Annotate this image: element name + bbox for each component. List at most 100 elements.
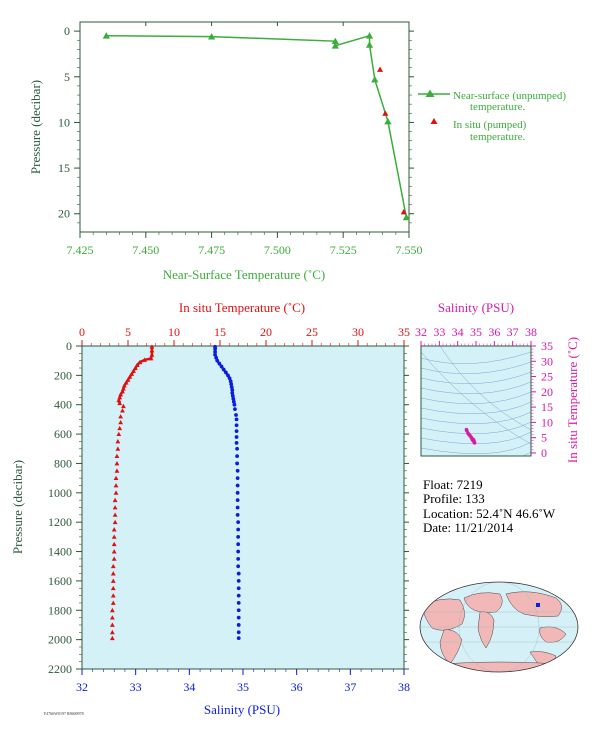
temperature-point (132, 365, 138, 370)
temperature-point (118, 419, 124, 425)
salinity-point (227, 376, 232, 381)
ts-temperature-tick-label: 5 (541, 431, 547, 445)
temperature-point (110, 563, 116, 569)
near-surface-y-tick-label: 5 (64, 70, 70, 84)
near-surface-x-tick-label: 7.500 (264, 243, 291, 257)
ts-salinity-tick-label: 37 (507, 325, 519, 339)
salinity-point (232, 402, 237, 407)
near-surface-y-tick-label: 10 (58, 115, 70, 129)
temperature-point (134, 362, 140, 368)
profile-temperature-tick-label: 20 (260, 325, 272, 339)
ts-salinity-tick-label: 33 (433, 325, 445, 339)
salinity-point (235, 446, 239, 451)
temperature-point (116, 431, 122, 437)
temperature-point (117, 394, 123, 400)
temperature-point (111, 534, 117, 539)
salinity-point (231, 399, 236, 404)
map-grid (420, 582, 578, 672)
ts-temperature-tick-label: 0 (541, 446, 547, 460)
temperature-point (120, 408, 125, 413)
ts-temperature-tick-label: 20 (541, 385, 553, 399)
date: Date: 11/21/2014 (423, 520, 514, 535)
salinity-point (234, 429, 239, 434)
near-surface-unpumped-point (365, 32, 374, 39)
profile-temperature-tick-label: 5 (125, 325, 131, 339)
ts-salinity-tick-label: 36 (488, 325, 500, 339)
legend-label-pumped: In situ (pumped) (453, 119, 527, 131)
salinity-point (219, 364, 224, 369)
salinity-point (235, 454, 239, 459)
ts-salinity-tick-label: 32 (415, 325, 427, 339)
float-number: Float: 7219 (423, 477, 483, 492)
ts-temperature-tick-label: 30 (541, 354, 553, 368)
salinity-point (230, 394, 235, 398)
near-surface-legend: Near-surface (unpumped) temperature. In … (418, 89, 566, 143)
temperature-point (112, 519, 118, 525)
profile-y-tick-label: 400 (54, 398, 72, 412)
near-surface-unpumped-point (402, 213, 410, 221)
temperature-point (112, 497, 118, 503)
salinity-point (236, 636, 241, 641)
ts-temperature-tick-label: 35 (541, 339, 553, 353)
salinity-point (236, 586, 241, 591)
salinity-point (229, 382, 234, 387)
ts-salinity-tick-label: 34 (452, 325, 464, 339)
temperature-point (113, 475, 119, 481)
profile-salinity-tick-label: 34 (183, 680, 195, 694)
in-situ-pumped-point (382, 110, 389, 116)
near-surface-y-tick-label: 20 (58, 207, 70, 221)
profile-y-tick-label: 1000 (48, 486, 72, 500)
salinity-point (234, 441, 239, 445)
float-location-marker (536, 603, 540, 607)
salinity-point (235, 468, 240, 473)
near-surface-x-tick-label: 7.450 (132, 243, 159, 257)
temperature-point (110, 578, 116, 583)
near-surface-unpumped-point (371, 75, 379, 83)
profile-y-axis-label: Pressure (decibar) (10, 460, 25, 554)
salinity-point (217, 361, 222, 366)
profile-salinity-tick-label: 38 (398, 680, 410, 694)
ts-salinity-tick-label: 35 (470, 325, 482, 339)
temperature-point (125, 377, 131, 382)
temperature-point (110, 600, 116, 605)
salinity-point (235, 476, 240, 481)
temperature-point (149, 348, 155, 353)
profile-y-tick-label: 0 (66, 339, 72, 353)
in-situ-pumped-point (400, 208, 407, 215)
salinity-point (213, 352, 217, 357)
legend-label-pumped-2: temperature. (470, 131, 526, 143)
ts-density-contours (421, 346, 531, 456)
temperature-point (109, 615, 115, 620)
ts-salinity-axis-label: Salinity (PSU) (438, 300, 514, 315)
location: Location: 52.4˚N 46.6˚W (423, 506, 556, 521)
salinity-point (229, 385, 234, 390)
temperature-point (116, 397, 122, 403)
temperature-point (149, 352, 155, 357)
temperature-point (137, 359, 143, 365)
legend-triangle-pumped (430, 118, 438, 124)
profile-plot-frame (81, 345, 405, 670)
near-surface-x-axis-label: Near-Surface Temperature (˚C) (163, 267, 325, 282)
salinity-point (235, 461, 239, 466)
profile-salinity-tick-label: 37 (344, 680, 356, 694)
temperature-point (114, 453, 120, 459)
salinity-point (236, 549, 241, 554)
temperature-point (121, 386, 126, 391)
profile-axes: 0 5 10 15 20 25 30 35 32 33 34 35 36 37 38 0 200 400 600 80… (48, 325, 410, 694)
salinity-point (236, 630, 241, 635)
profile-temperature-axis-label: In situ Temperature (˚C) (179, 300, 305, 315)
salinity-point (236, 579, 241, 583)
profile-temperature-tick-label: 25 (306, 325, 318, 339)
near-surface-x-tick-label: 7.525 (330, 243, 357, 257)
near-surface-y-tick-label: 0 (64, 24, 70, 38)
salinity-point (236, 601, 241, 605)
temperature-point (115, 446, 121, 451)
profile-y-tick-label: 1200 (48, 515, 72, 529)
profile-y-tick-label: 1400 (48, 545, 72, 559)
salinity-point (236, 520, 241, 525)
legend-label-unpumped: Near-surface (unpumped) (453, 90, 566, 102)
salinity-point (236, 623, 241, 627)
salinity-point (234, 423, 239, 428)
near-surface-x-tick-label: 7.550 (396, 243, 423, 257)
